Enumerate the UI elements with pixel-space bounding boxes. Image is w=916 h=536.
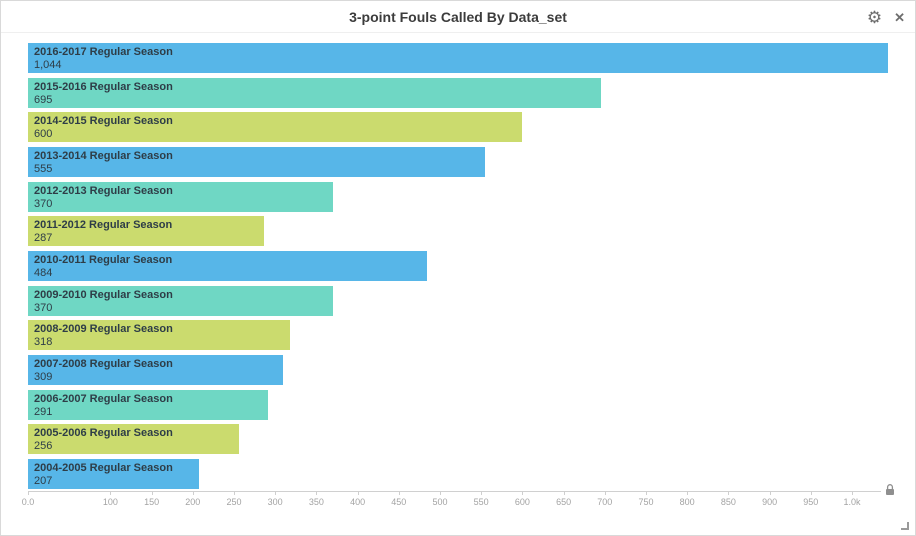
x-axis-tick-mark xyxy=(440,491,441,495)
header-icons: ⚙ ✕ xyxy=(867,1,905,33)
bar-value-label: 287 xyxy=(34,232,53,245)
bar-category-label: 2015-2016 Regular Season xyxy=(34,80,173,93)
x-axis-tick-mark xyxy=(728,491,730,495)
x-axis-tick-mark xyxy=(357,491,359,495)
bar-row[interactable]: 2009-2010 Regular Season 370 xyxy=(28,285,333,316)
bar-category-label: 2006-2007 Regular Season xyxy=(34,392,173,405)
bar-category-label: 2004-2005 Regular Season xyxy=(34,461,173,474)
x-axis-tick-label: 850 xyxy=(720,497,736,507)
x-axis-tick-label: 150 xyxy=(144,497,160,507)
x-axis-tick-label: 650 xyxy=(556,497,572,507)
bar-category-label: 2013-2014 Regular Season xyxy=(34,149,173,162)
bar-value-label: 256 xyxy=(34,440,53,453)
bar-row[interactable]: 2004-2005 Regular Season 207 xyxy=(28,458,199,489)
bar-category-label: 2005-2006 Regular Season xyxy=(34,427,173,440)
bar-category-label: 2009-2010 Regular Season xyxy=(34,288,173,301)
bar-category-label: 2007-2008 Regular Season xyxy=(34,357,173,370)
bar-row[interactable]: 2015-2016 Regular Season 695 xyxy=(28,77,601,108)
x-axis-tick-label: 350 xyxy=(308,497,324,507)
x-axis-tick-label: 400 xyxy=(350,497,366,507)
x-axis-tick-mark xyxy=(604,491,606,495)
bar-category-label: 2016-2017 Regular Season xyxy=(34,46,173,58)
bar-row[interactable]: 2012-2013 Regular Season 370 xyxy=(28,181,333,212)
x-axis-tick-label: 500 xyxy=(432,497,448,507)
x-axis-tick-mark xyxy=(151,491,153,495)
x-axis-tick-mark xyxy=(398,491,400,495)
x-axis-tick-mark xyxy=(234,491,235,495)
bar-category-label: 2014-2015 Regular Season xyxy=(34,115,173,128)
x-axis-tick-mark xyxy=(646,491,647,495)
x-axis-tick-label: 700 xyxy=(597,497,613,507)
bar-row[interactable]: 2008-2009 Regular Season 318 xyxy=(28,320,290,351)
x-axis-tick-mark xyxy=(687,491,689,495)
x-axis-tick-label: 800 xyxy=(679,497,695,507)
bar-value-label: 318 xyxy=(34,336,53,349)
x-axis-tick-mark xyxy=(110,491,112,495)
x-axis-tick-mark xyxy=(522,491,524,495)
settings-gear-icon[interactable]: ⚙ xyxy=(866,7,883,27)
x-axis-tick-mark xyxy=(852,491,853,495)
x-axis-tick-label: 300 xyxy=(267,497,283,507)
bar-value-label: 291 xyxy=(34,405,53,418)
resize-handle-icon[interactable] xyxy=(901,522,909,530)
x-axis-tick-mark xyxy=(28,491,29,495)
bar-value-label: 207 xyxy=(34,474,53,487)
bar-row[interactable]: 2010-2011 Regular Season 484 xyxy=(28,250,427,281)
x-axis-tick-mark xyxy=(275,491,277,495)
x-axis-tick-label: 550 xyxy=(473,497,489,507)
x-axis-tick-mark xyxy=(316,491,318,495)
bar-row[interactable]: 2014-2015 Regular Season 600 xyxy=(28,112,522,143)
x-axis-tick-label: 1.0k xyxy=(843,497,861,507)
x-axis-tick-mark xyxy=(563,491,565,495)
bar-row[interactable]: 2005-2006 Regular Season 256 xyxy=(28,424,239,455)
x-axis-tick-label: 100 xyxy=(102,497,118,507)
bar-category-label: 2012-2013 Regular Season xyxy=(34,184,173,197)
bar-value-label: 600 xyxy=(34,128,53,141)
x-axis-tick-label: 950 xyxy=(803,497,819,507)
x-axis-tick-label: 750 xyxy=(638,497,654,507)
x-axis-tick-label: 600 xyxy=(514,497,530,507)
bar-value-label: 1,044 xyxy=(34,59,62,71)
x-axis-tick-label: 900 xyxy=(762,497,778,507)
bar-row[interactable]: 2007-2008 Regular Season 309 xyxy=(28,354,283,385)
bar-row[interactable]: 2016-2017 Regular Season 1,044 xyxy=(28,43,888,73)
bar-row[interactable]: 2013-2014 Regular Season 555 xyxy=(28,146,485,177)
axis-lock-icon[interactable] xyxy=(885,483,895,501)
x-axis-tick-label: 250 xyxy=(226,497,242,507)
bar-category-label: 2010-2011 Regular Season xyxy=(34,253,173,266)
bar-category-label: 2008-2009 Regular Season xyxy=(34,323,173,336)
bar-value-label: 555 xyxy=(34,162,53,175)
bar-value-label: 309 xyxy=(34,370,53,383)
bar-value-label: 695 xyxy=(34,93,53,106)
x-axis-tick-mark xyxy=(481,491,483,495)
x-axis-tick-mark xyxy=(192,491,194,495)
x-axis-tick-label: 200 xyxy=(185,497,201,507)
bar-value-label: 370 xyxy=(34,301,53,314)
x-axis-tick-mark xyxy=(769,491,771,495)
x-axis-line xyxy=(28,491,881,492)
bar-value-label: 484 xyxy=(34,266,53,279)
bar-row[interactable]: 2006-2007 Regular Season 291 xyxy=(28,389,268,420)
widget-title: 3-point Fouls Called By Data_set xyxy=(349,8,567,25)
bar-row[interactable]: 2011-2012 Regular Season 287 xyxy=(28,216,264,247)
bar-category-label: 2011-2012 Regular Season xyxy=(34,219,173,232)
x-axis-tick-label: 450 xyxy=(391,497,407,507)
widget-header: 3-point Fouls Called By Data_set ⚙ ✕ xyxy=(1,1,915,33)
close-icon[interactable]: ✕ xyxy=(894,9,905,25)
x-axis-tick-label: 0.0 xyxy=(21,497,35,507)
x-axis-tick-mark xyxy=(810,491,812,495)
bar-value-label: 370 xyxy=(34,197,53,210)
